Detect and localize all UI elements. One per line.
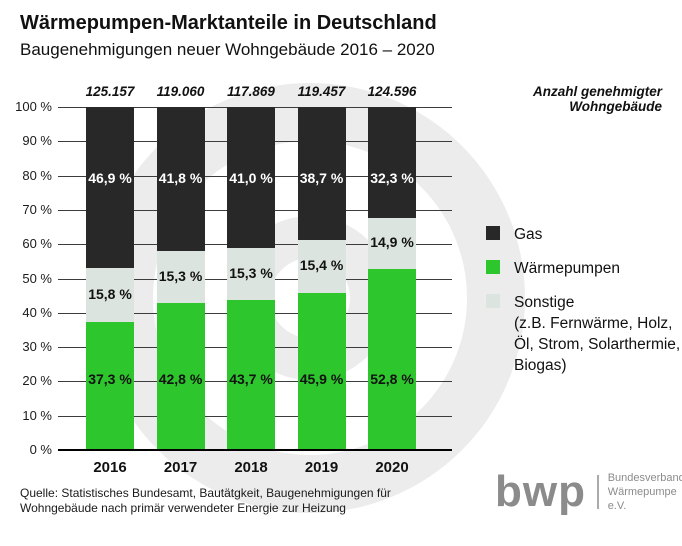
legend-label-waermepumpen: Wärmepumpen (514, 260, 620, 277)
legend-swatch-sonstige (486, 294, 500, 308)
label-waermepumpen-2017: 42,8 % (158, 371, 203, 388)
label-waermepumpen-2020: 52,8 % (370, 371, 414, 388)
source-line-1: Quelle: Statistisches Bundesamt, Bautätg… (20, 486, 391, 500)
totals-note: Anzahl genehmigter Wohngebäude (532, 84, 662, 114)
bwp-logo-wordmark: bwp (495, 467, 586, 516)
label-sonstige-2019: 15,4 % (299, 257, 344, 274)
source-line-2: Wohngebäude nach primär verwendeter Ener… (20, 501, 346, 515)
y-tick-label: 10 % (22, 407, 52, 423)
x-tick-label-2020: 2020 (375, 459, 409, 476)
label-waermepumpen-2019: 45,9 % (299, 371, 344, 388)
label-waermepumpen-2016: 37,3 % (88, 371, 132, 388)
source-note: Quelle: Statistisches Bundesamt, Bautätg… (20, 486, 391, 516)
legend-label-gas: Gas (514, 226, 543, 243)
label-waermepumpen-2018: 43,7 % (229, 371, 273, 388)
label-sonstige-2016: 15,8 % (88, 285, 132, 302)
legend-label-sonstige: Sonstige (514, 294, 575, 311)
bar-segment-waermepumpen-2018 (227, 300, 275, 450)
label-sonstige-2020: 14,9 % (370, 234, 414, 251)
total-2017: 119.060 (156, 84, 205, 99)
label-gas-2017: 41,8 % (158, 170, 203, 187)
bar-2016: 46,9 % 37,3 % 15,8 % (86, 107, 134, 450)
bar-segment-sonstige-2019 (297, 239, 346, 293)
bar-segment-gas-2017 (156, 107, 205, 251)
bar-2020: 32,3 % 52,8 % 14,9 % (368, 107, 416, 450)
page-title: Wärmepumpen-Marktanteile in Deutschland (20, 12, 437, 34)
bar-segment-waermepumpen-2019 (297, 292, 346, 450)
total-2016: 125.157 (85, 84, 135, 99)
label-gas-2018: 41,0 % (229, 170, 273, 187)
label-gas-2019: 38,7 % (299, 170, 344, 187)
y-tick-label: 70 % (22, 201, 52, 217)
y-tick-label: 100 % (15, 99, 52, 114)
label-sonstige-2017: 15,3 % (158, 267, 203, 284)
x-tick-label-2017: 2017 (163, 459, 198, 476)
y-tick-label: 40 % (22, 304, 52, 320)
bar-segment-waermepumpen-2016 (86, 322, 134, 450)
bar-2018: 41,0 % 43,7 % 15,3 % (227, 107, 275, 450)
y-tick-label: 50 % (22, 270, 52, 286)
y-tick-label: 80 % (22, 167, 52, 183)
x-axis-line (58, 449, 452, 451)
bar-segment-waermepumpen-2017 (156, 303, 205, 450)
bar-2019: 38,7 % 45,9 % 15,4 % (297, 107, 346, 450)
y-tick-label: 90 % (22, 133, 52, 149)
bar-segment-waermepumpen-2020 (368, 268, 416, 450)
bwp-logo-org-name: Bundesverband Wärmepumpe e.V. (608, 471, 682, 513)
bar-segment-sonstige-2017 (156, 250, 205, 304)
bar-segment-gas-2018 (227, 107, 275, 248)
page-subtitle: Baugenehmigungen neuer Wohngebäude 2016 … (20, 40, 435, 59)
x-tick-label-2016: 2016 (93, 459, 127, 476)
bwp-logo: bwp Bundesverband Wärmepumpe e.V. (495, 470, 682, 514)
bar-segment-gas-2019 (297, 107, 346, 240)
bwp-logo-org-line-1: Bundesverband (607, 472, 682, 484)
bar-segment-sonstige-2018 (227, 247, 275, 301)
label-sonstige-2018: 15,3 % (229, 264, 273, 281)
x-tick-label-2019: 2019 (304, 459, 339, 476)
legend-swatch-waermepumpen (486, 260, 500, 274)
plot-area: 46,9 % 37,3 % 15,8 % 41,8 % 42,8 % 15,3 % 41,0… (58, 107, 452, 451)
legend-item-gas: Gas (486, 224, 680, 245)
bar-segment-gas-2020 (368, 107, 416, 218)
y-tick-label: 30 % (22, 339, 52, 355)
bar-segment-sonstige-2016 (86, 267, 134, 323)
legend: Gas Wärmepumpen Sonstige (z.B. Fernwärme… (486, 224, 680, 389)
bar-segment-sonstige-2020 (368, 217, 416, 269)
y-tick-label: 60 % (22, 236, 52, 252)
total-2020: 124.596 (367, 84, 417, 99)
bwp-logo-org-line-2: Wärmepumpe e.V. (607, 486, 677, 512)
bar-2017: 41,8 % 42,8 % 15,3 % (156, 107, 205, 450)
label-gas-2020: 32,3 % (370, 170, 414, 187)
bar-segment-gas-2016 (86, 107, 134, 268)
y-tick-label: 0 % (29, 442, 52, 457)
total-2018: 117.869 (227, 84, 275, 99)
bwp-logo-divider (596, 475, 599, 509)
x-tick-label-2018: 2018 (234, 459, 268, 476)
legend-swatch-gas (486, 226, 500, 240)
legend-sublabel-sonstige: (z.B. Fernwärme, Holz, Öl, Strom, Solart… (514, 315, 681, 374)
total-2019: 119.457 (297, 84, 346, 99)
legend-item-waermepumpen: Wärmepumpen (486, 258, 680, 279)
legend-item-sonstige: Sonstige (z.B. Fernwärme, Holz, Öl, Stro… (486, 292, 680, 376)
y-tick-label: 20 % (22, 373, 52, 389)
label-gas-2016: 46,9 % (88, 170, 132, 187)
